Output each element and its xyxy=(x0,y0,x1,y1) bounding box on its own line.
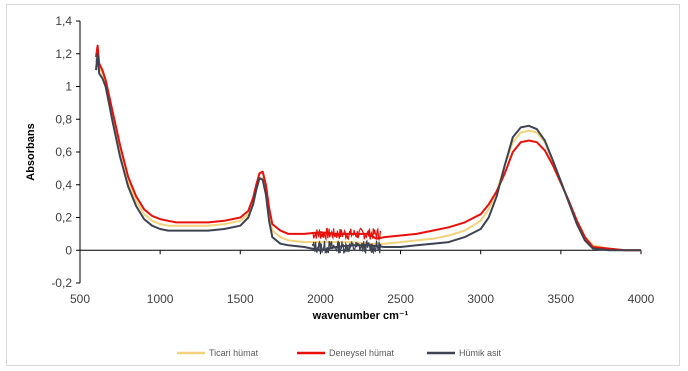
x-axis-label: wavenumber cm⁻¹ xyxy=(312,310,409,322)
x-tick-label: 3500 xyxy=(548,292,575,306)
chart-frame: -0,2 0 0,2 0,4 0,6 0,8 1 1,2 1,4 500 1000 1500 2000 2… xyxy=(6,4,680,366)
y-tick-label: -0,2 xyxy=(51,276,72,290)
legend-label-3: Hümik asit xyxy=(459,348,502,358)
legend-label-2: Deneysel hümat xyxy=(329,348,395,358)
x-tick-label: 1500 xyxy=(227,292,254,306)
series-noise-3 xyxy=(311,239,382,255)
x-tick-label: 500 xyxy=(70,292,90,306)
legend-label-1: Ticari hümat xyxy=(209,348,259,358)
x-tick-label: 3000 xyxy=(467,292,494,306)
y-tick-label: 0,4 xyxy=(55,178,72,192)
y-tick-label: 1,2 xyxy=(55,47,72,61)
series-line-3 xyxy=(95,52,641,252)
y-tick-label: 0 xyxy=(65,243,72,257)
y-tick-label: 1 xyxy=(65,80,72,94)
spectrum-chart: -0,2 0 0,2 0,4 0,6 0,8 1 1,2 1,4 500 1000 1500 2000 2… xyxy=(25,14,655,358)
y-tick-label: 0,2 xyxy=(55,211,72,225)
series-noise-2 xyxy=(311,227,382,242)
x-tick-label: 4000 xyxy=(628,292,655,306)
x-tick-label: 2500 xyxy=(387,292,414,306)
y-tick-label: 0,6 xyxy=(55,145,72,159)
series-line-2 xyxy=(95,44,641,252)
series-line-1 xyxy=(95,49,641,252)
x-tick-label: 1000 xyxy=(147,292,174,306)
y-axis-label: Absorbans xyxy=(25,123,37,180)
y-tick-label: 0,8 xyxy=(55,112,72,126)
x-tick-label: 2000 xyxy=(307,292,334,306)
y-tick-label: 1,4 xyxy=(55,14,72,28)
